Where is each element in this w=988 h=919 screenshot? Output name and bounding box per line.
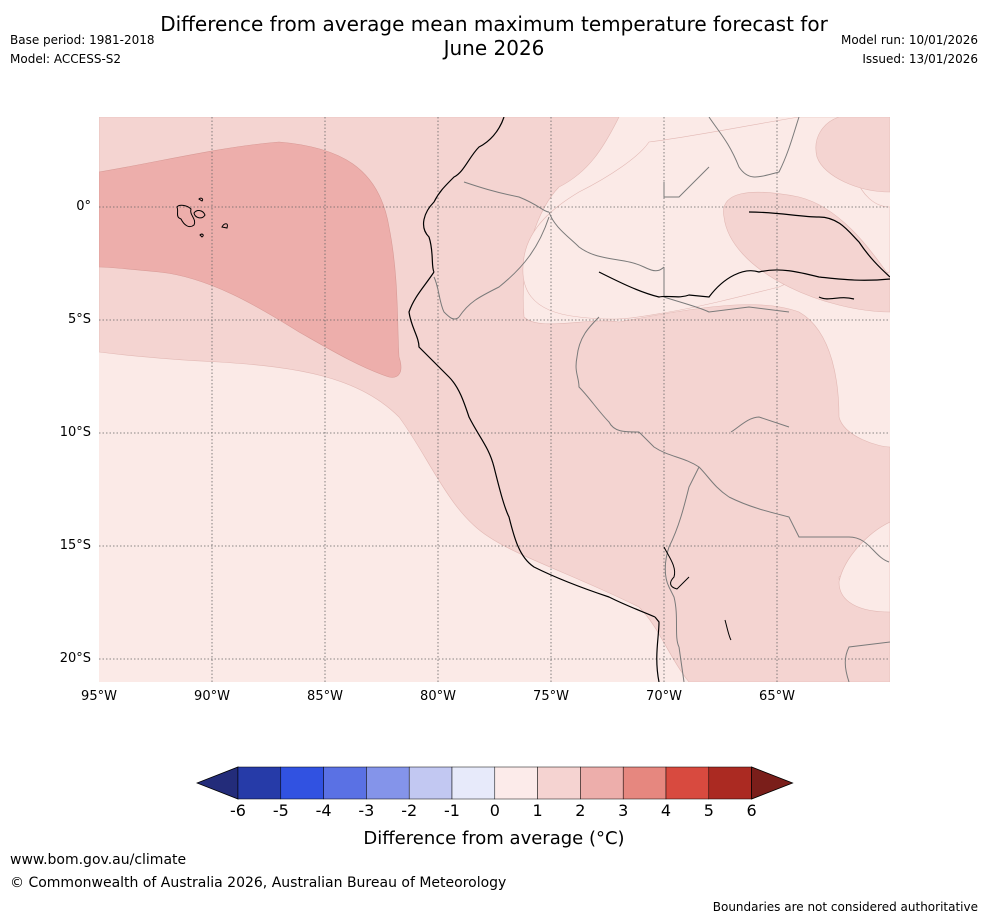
lat-label-10s: 10°S	[59, 425, 91, 440]
colorbar-segment	[280, 766, 324, 800]
islands-and-lakes	[176, 197, 732, 641]
copyright-notice: © Commonwealth of Australia 2026, Austra…	[10, 875, 507, 891]
lon-label-75w: 75°W	[533, 689, 569, 704]
colorbar-segment	[622, 766, 667, 800]
lat-label-15s: 15°S	[59, 538, 91, 553]
title-line-1: Difference from average mean maximum tem…	[160, 12, 828, 36]
graticule	[99, 117, 890, 682]
colorbar-extension-low	[196, 766, 239, 800]
anomaly-0-1-patch-se	[838, 521, 890, 613]
lon-label-95w: 95°W	[81, 689, 117, 704]
lat-label-0: 0°	[76, 199, 91, 214]
colorbar-extension-high	[751, 766, 794, 800]
issued-date: Issued: 13/01/2026	[862, 52, 978, 66]
country-borders	[433, 117, 890, 682]
colorbar-tick-label: -1	[444, 801, 460, 820]
lon-label-90w: 90°W	[194, 689, 230, 704]
lon-label-70w: 70°W	[646, 689, 682, 704]
colorbar-tick-label: -3	[358, 801, 375, 820]
title-line-2: June 2026	[443, 36, 545, 60]
colorbar-tick-label: -5	[272, 801, 289, 820]
colorbar-segment	[408, 766, 453, 800]
colorbar-segment	[366, 766, 410, 800]
lon-label-65w: 65°W	[759, 689, 795, 704]
colorbar-tick-label: 6	[746, 801, 757, 820]
lat-label-5s: 5°S	[67, 312, 91, 327]
colorbar-segment	[665, 766, 710, 800]
model-name: Model: ACCESS-S2	[10, 52, 122, 66]
anomaly-1-2-patch-ne	[815, 117, 890, 193]
colorbar-tick-label: -2	[401, 801, 418, 820]
colorbar-tick-label: -4	[315, 801, 332, 820]
colorbar-tick-label: 0	[489, 801, 500, 820]
colorbar-tick-label: 2	[575, 801, 586, 820]
colorbar	[196, 766, 794, 800]
lon-label-85w: 85°W	[307, 689, 343, 704]
colorbar-segment	[237, 766, 282, 800]
colorbar-segment	[708, 766, 752, 800]
base-period: Base period: 1981-2018	[10, 33, 155, 47]
coastlines	[408, 117, 890, 682]
colorbar-segment	[580, 766, 624, 800]
boundary-disclaimer: Boundaries are not considered authoritat…	[712, 900, 978, 914]
forecast-map	[99, 117, 890, 682]
anomaly-1-2-patch-north	[723, 191, 890, 313]
lon-label-80w: 80°W	[420, 689, 456, 704]
colorbar-segment	[494, 766, 538, 800]
colorbar-segment	[537, 766, 581, 800]
colorbar-tick-label: 3	[618, 801, 629, 820]
colorbar-segment	[451, 766, 496, 800]
lat-label-20s: 20°S	[59, 651, 91, 666]
colorbar-tick-label: 4	[660, 801, 672, 820]
colorbar-label: Difference from average (°C)	[363, 828, 625, 849]
colorbar-tick-label: 5	[703, 801, 714, 820]
colorbar-tick-label: -6	[230, 801, 246, 820]
colorbar-tick-label: 1	[532, 801, 543, 820]
map-title: Difference from average mean maximum tem…	[0, 12, 988, 60]
website-url: www.bom.gov.au/climate	[10, 852, 187, 868]
model-run: Model run: 10/01/2026	[840, 33, 978, 47]
colorbar-segment	[323, 766, 367, 800]
anomaly-2-3-region	[99, 141, 402, 378]
